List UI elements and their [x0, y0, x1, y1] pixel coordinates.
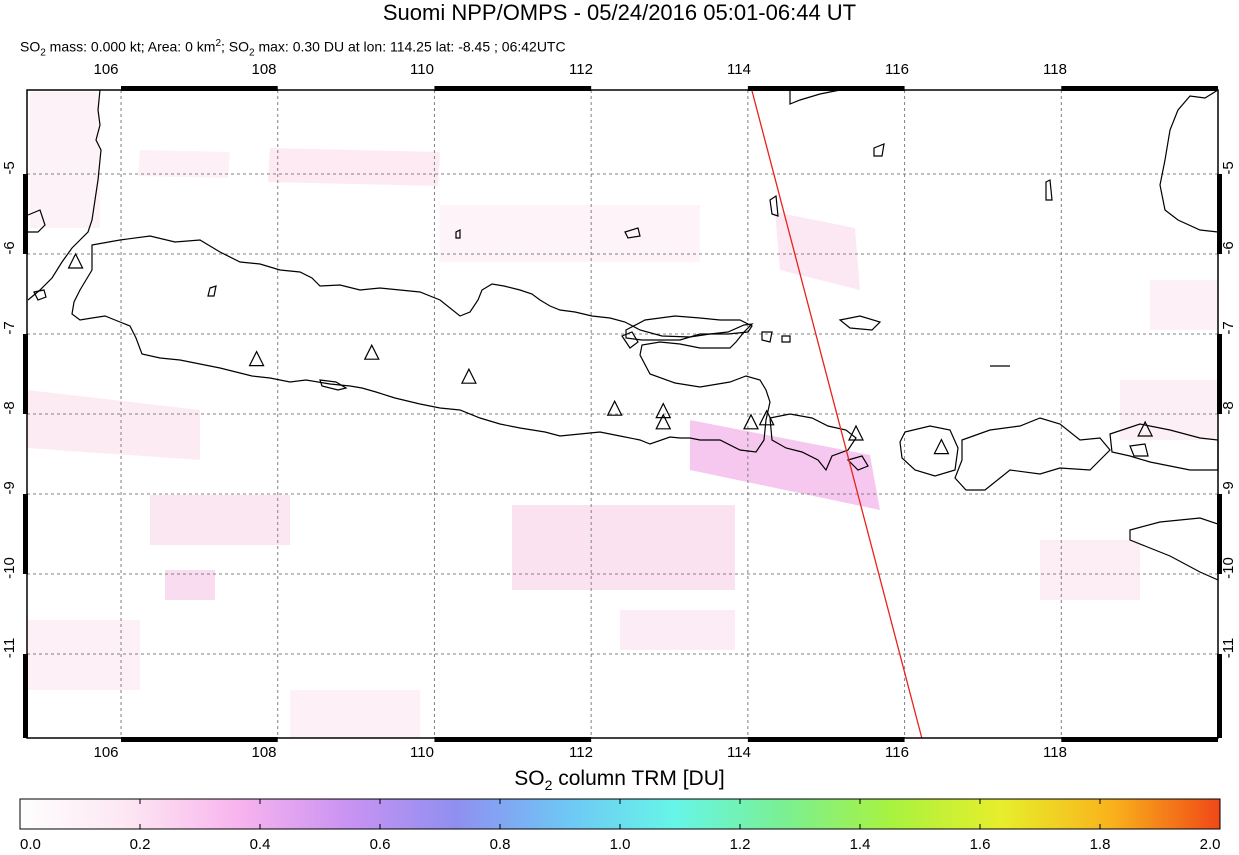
lat-tick-left: -7	[1, 321, 18, 335]
frame-tick-bar	[1217, 654, 1222, 738]
volcano-marker	[606, 399, 623, 416]
lat-tick-right: -6	[1220, 241, 1237, 255]
lon-tick-bottom: 118	[1043, 744, 1067, 761]
volcano-marker	[67, 252, 84, 269]
frame-tick-bar	[23, 334, 28, 414]
lat-tick-right: -10	[1220, 557, 1237, 579]
map-title: Suomi NPP/OMPS - 05/24/2016 05:01-06:44 …	[382, 0, 857, 25]
lon-tick-bottom: 108	[251, 744, 277, 761]
lon-tick-bottom: 110	[410, 744, 434, 761]
volcano-marker	[655, 413, 672, 430]
map-subtitle: SO2 mass: 0.000 kt; Area: 0 km2; SO2 max…	[20, 38, 566, 59]
lat-tick-right: -11	[1220, 637, 1237, 659]
frame-tick-bar	[1217, 334, 1222, 414]
lon-tick-top: 110	[410, 61, 434, 78]
colorbar-label: 1.0	[609, 836, 631, 853]
volcano-marker	[248, 350, 265, 367]
volcano-marker	[743, 413, 759, 430]
colorbar-label: 2.0	[1199, 836, 1221, 853]
volcano-marker	[848, 424, 864, 441]
lat-tick-left: -11	[1, 637, 18, 659]
volcano-markers	[67, 252, 1154, 455]
frame-tick-bar	[434, 86, 592, 91]
frame-tick-bar	[1217, 494, 1222, 574]
lon-tick-bottom: 114	[727, 744, 751, 761]
lat-tick-left: -10	[1, 557, 18, 579]
volcano-marker	[460, 367, 477, 384]
colorbar-title: SO2 column TRM [DU]	[514, 767, 725, 794]
lat-tick-right: -8	[1220, 401, 1237, 415]
colorbar-label: 0.8	[489, 836, 511, 853]
lon-tick-top: 112	[569, 61, 593, 78]
colorbar-label: 1.6	[969, 836, 991, 853]
volcano-marker	[758, 409, 775, 426]
colorbar	[19, 798, 1221, 830]
lat-tick-left: -9	[1, 481, 18, 495]
lat-tick-right: -7	[1220, 321, 1237, 335]
lon-tick-bottom: 112	[569, 744, 593, 761]
colorbar-label: 0.0	[20, 836, 41, 853]
lat-tick-right: -9	[1220, 481, 1237, 495]
so2-pixels	[27, 92, 1218, 738]
colorbar-label: 1.4	[849, 836, 871, 853]
volcano-marker	[1137, 420, 1154, 437]
gridlines	[27, 90, 1218, 738]
frame-tick-bar	[23, 654, 28, 738]
lon-tick-bottom: 106	[93, 744, 119, 761]
frame-tick-bar	[121, 737, 278, 742]
lon-tick-bottom: 116	[885, 744, 909, 761]
lat-tick-left: -8	[1, 401, 18, 415]
coastlines	[27, 89, 1219, 581]
lon-tick-top: 118	[1043, 61, 1067, 78]
frame-tick-bar	[121, 86, 278, 91]
colorbar-label: 0.6	[369, 836, 391, 853]
lat-tick-left: -5	[1, 161, 18, 175]
volcano-marker	[933, 438, 950, 455]
orbit-track-line	[751, 89, 923, 739]
colorbar-label: 0.4	[249, 836, 271, 853]
lon-tick-top: 114	[727, 61, 751, 78]
volcano-marker	[363, 343, 380, 360]
colorbar-label: 0.2	[129, 836, 151, 853]
frame-tick-bar	[23, 494, 28, 574]
lon-tick-top: 108	[251, 61, 277, 78]
colorbar-label: 1.8	[1089, 836, 1111, 853]
lon-tick-top: 116	[885, 61, 909, 78]
volcano-marker	[655, 402, 672, 419]
lat-tick-right: -5	[1220, 161, 1237, 175]
frame-tick-bar	[1061, 737, 1218, 742]
frame-tick-bar	[1061, 86, 1218, 91]
frame-tick-bar	[747, 86, 905, 91]
frame-tick-bar	[23, 174, 28, 254]
lat-tick-left: -6	[1, 241, 18, 255]
frame-tick-bar	[434, 737, 592, 742]
lon-tick-top: 106	[93, 61, 119, 78]
colorbar-label: 1.2	[729, 836, 751, 853]
frame-tick-bar	[1217, 174, 1222, 254]
axis-tick-bars	[23, 86, 1222, 742]
frame-tick-bar	[747, 737, 905, 742]
